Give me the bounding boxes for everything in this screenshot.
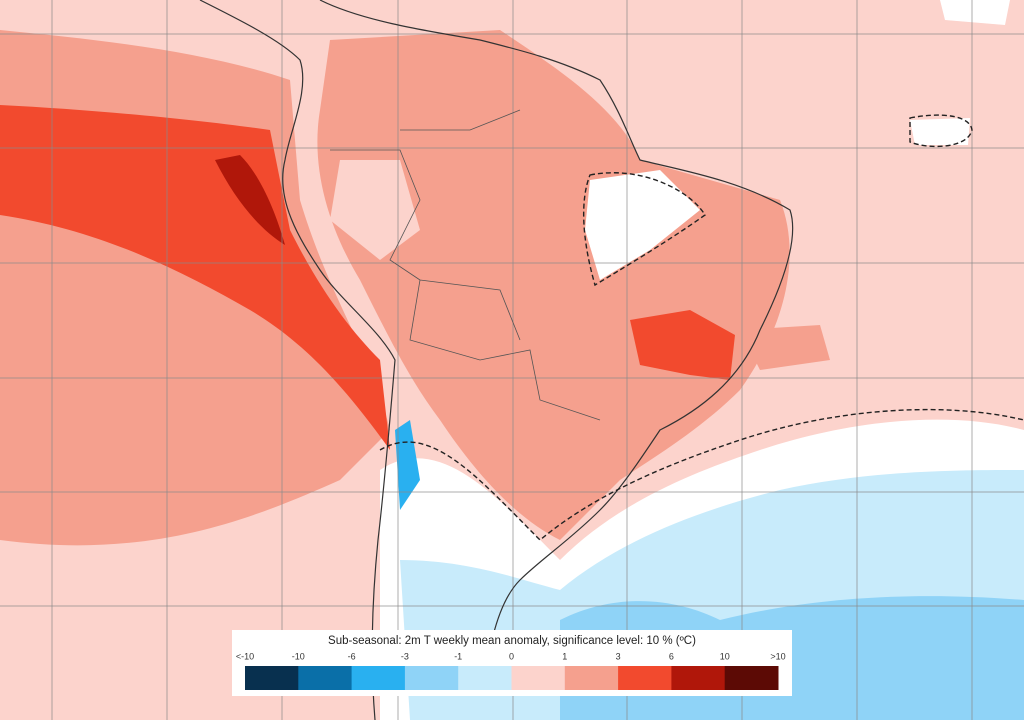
legend-label: -3	[401, 651, 409, 661]
coastlines	[199, 0, 1024, 720]
legend-label: -1	[454, 651, 462, 661]
legend-swatch	[351, 666, 406, 690]
legend-swatch	[458, 666, 512, 690]
legend-label: 6	[669, 651, 674, 661]
legend-label: -6	[348, 651, 356, 661]
legend-label: >10	[770, 651, 785, 661]
legend-label: -10	[292, 651, 305, 661]
legend-swatch	[724, 666, 779, 690]
legend-swatch	[564, 666, 619, 690]
legend: Sub-seasonal: 2m T weekly mean anomaly, …	[232, 630, 792, 696]
legend-title: Sub-seasonal: 2m T weekly mean anomaly, …	[328, 635, 696, 647]
legend-swatch	[511, 666, 566, 690]
legend-swatch	[618, 666, 672, 690]
legend-swatch	[298, 666, 353, 690]
legend-label: 1	[562, 651, 567, 661]
legend-swatch	[245, 666, 299, 690]
legend-label: 0	[509, 651, 514, 661]
legend-label: 3	[616, 651, 621, 661]
legend-swatch	[671, 666, 726, 690]
legend-scale: <-10 -10 -6 -3 -1 0 1 3 6 10 >10	[236, 651, 786, 690]
legend-label: 10	[720, 651, 730, 661]
legend-label: <-10	[236, 651, 254, 661]
legend-swatch	[404, 666, 459, 690]
